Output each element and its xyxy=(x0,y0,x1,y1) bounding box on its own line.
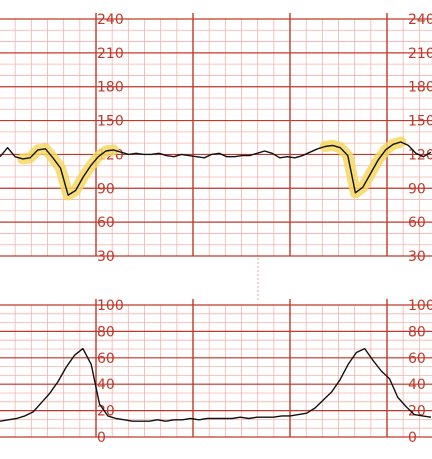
uc-tick-label-right-40: 40 xyxy=(408,377,426,393)
fhr-tick-label-right-90: 90 xyxy=(408,181,426,197)
fhr-tick-label-left-30: 30 xyxy=(97,249,115,265)
fhr-trace-line xyxy=(0,141,432,196)
fhr-tick-label-right-210: 210 xyxy=(408,46,432,62)
uc-tick-label-left-80: 80 xyxy=(97,324,115,340)
fhr-tick-label-right-180: 180 xyxy=(408,80,432,96)
uc-tick-label-right-80: 80 xyxy=(408,324,426,340)
uc-tick-label-left-100: 100 xyxy=(97,298,124,314)
uc-tick-label-left-60: 60 xyxy=(97,351,115,367)
fhr-tick-label-left-240: 240 xyxy=(97,12,124,28)
uc-tick-label-right-0: 0 xyxy=(408,430,417,446)
fhr-tick-label-left-150: 150 xyxy=(97,114,124,130)
uc-tick-label-left-0: 0 xyxy=(97,430,106,446)
fhr-tick-label-right-60: 60 xyxy=(408,215,426,231)
uc-trace-line xyxy=(0,347,432,422)
uc-tick-label-right-100: 100 xyxy=(408,298,432,314)
fhr-tick-label-right-30: 30 xyxy=(408,249,426,265)
fhr-tick-label-left-60: 60 xyxy=(97,215,115,231)
fhr-tick-label-right-240: 240 xyxy=(408,12,432,28)
fhr-tick-label-left-210: 210 xyxy=(97,46,124,62)
uc-tick-label-right-60: 60 xyxy=(408,351,426,367)
uc-tick-label-left-40: 40 xyxy=(97,377,115,393)
fhr-tick-label-right-150: 150 xyxy=(408,114,432,130)
fhr-tick-label-left-90: 90 xyxy=(97,181,115,197)
fhr-tick-label-left-180: 180 xyxy=(97,80,124,96)
